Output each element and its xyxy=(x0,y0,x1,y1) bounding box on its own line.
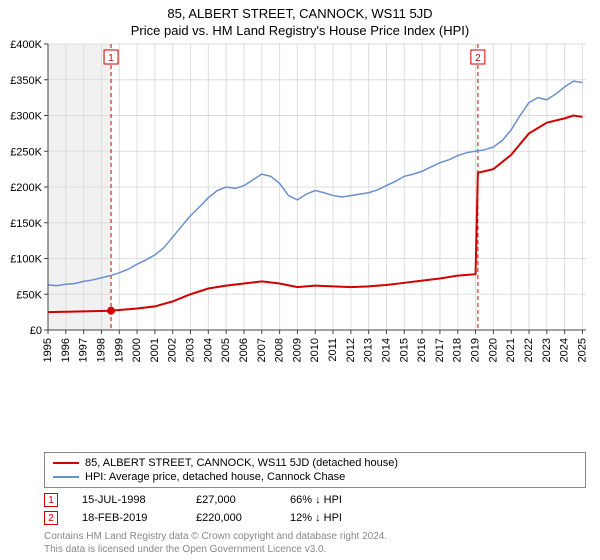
svg-text:£50K: £50K xyxy=(16,289,42,301)
svg-text:£400K: £400K xyxy=(10,40,42,51)
svg-text:2005: 2005 xyxy=(220,338,232,362)
svg-text:2015: 2015 xyxy=(398,338,410,362)
price-chart: 1 2 £0 £50K £100K £150K £200K £250K £300K £350K £4… xyxy=(0,40,600,370)
sale-price: £220,000 xyxy=(196,512,266,524)
svg-text:1: 1 xyxy=(108,53,114,64)
svg-text:2008: 2008 xyxy=(274,338,286,362)
svg-text:2007: 2007 xyxy=(256,338,268,362)
sale-marker-icon: 2 xyxy=(44,511,58,525)
svg-text:2013: 2013 xyxy=(363,338,375,362)
svg-text:1999: 1999 xyxy=(113,338,125,362)
svg-text:2023: 2023 xyxy=(541,338,553,362)
svg-text:£150K: £150K xyxy=(10,218,42,230)
footer: Contains HM Land Registry data © Crown c… xyxy=(44,530,586,556)
sale-date: 15-JUL-1998 xyxy=(82,494,172,506)
legend-label: 85, ALBERT STREET, CANNOCK, WS11 5JD (de… xyxy=(85,457,398,469)
sale-row: 1 15-JUL-1998 £27,000 66% ↓ HPI xyxy=(44,491,586,509)
chart-area: 1 2 £0 £50K £100K £150K £200K £250K £300K £350K £4… xyxy=(0,40,600,449)
svg-text:1998: 1998 xyxy=(95,338,107,362)
svg-text:2000: 2000 xyxy=(131,338,143,362)
svg-text:2011: 2011 xyxy=(327,338,339,362)
svg-text:£250K: £250K xyxy=(10,146,42,158)
svg-text:2021: 2021 xyxy=(505,338,517,362)
svg-text:2020: 2020 xyxy=(487,338,499,362)
svg-text:£300K: £300K xyxy=(10,111,42,123)
svg-text:2022: 2022 xyxy=(523,338,535,362)
svg-text:2003: 2003 xyxy=(185,338,197,362)
svg-text:2012: 2012 xyxy=(345,338,357,362)
svg-text:1997: 1997 xyxy=(78,338,90,362)
svg-text:£200K: £200K xyxy=(10,182,42,194)
sale-delta: 12% ↓ HPI xyxy=(290,512,370,524)
legend-swatch xyxy=(53,462,79,464)
svg-text:1995: 1995 xyxy=(42,338,54,362)
svg-text:2018: 2018 xyxy=(452,338,464,362)
svg-text:2014: 2014 xyxy=(380,338,392,362)
svg-text:£100K: £100K xyxy=(10,254,42,266)
svg-text:2010: 2010 xyxy=(309,338,321,362)
svg-text:2024: 2024 xyxy=(559,338,571,362)
svg-text:£0: £0 xyxy=(30,325,42,337)
svg-text:2009: 2009 xyxy=(291,338,303,362)
footer-line: This data is licensed under the Open Gov… xyxy=(44,543,586,556)
sales-list: 1 15-JUL-1998 £27,000 66% ↓ HPI 2 18-FEB… xyxy=(44,491,586,527)
svg-text:2017: 2017 xyxy=(434,338,446,362)
legend-label: HPI: Average price, detached house, Cann… xyxy=(85,471,345,483)
svg-text:2025: 2025 xyxy=(576,338,588,362)
svg-text:1996: 1996 xyxy=(60,338,72,362)
legend-swatch xyxy=(53,476,79,478)
chart-subtitle: Price paid vs. HM Land Registry's House … xyxy=(0,23,600,38)
legend-item: HPI: Average price, detached house, Cann… xyxy=(53,470,577,484)
svg-text:2016: 2016 xyxy=(416,338,428,362)
legend: 85, ALBERT STREET, CANNOCK, WS11 5JD (de… xyxy=(44,452,586,488)
sale-date: 18-FEB-2019 xyxy=(82,512,172,524)
svg-text:2019: 2019 xyxy=(470,338,482,362)
svg-text:£350K: £350K xyxy=(10,75,42,87)
svg-text:2006: 2006 xyxy=(238,338,250,362)
sale-delta: 66% ↓ HPI xyxy=(290,494,370,506)
sale-price: £27,000 xyxy=(196,494,266,506)
footer-line: Contains HM Land Registry data © Crown c… xyxy=(44,530,586,543)
svg-text:2002: 2002 xyxy=(167,338,179,362)
legend-item: 85, ALBERT STREET, CANNOCK, WS11 5JD (de… xyxy=(53,456,577,470)
svg-text:2004: 2004 xyxy=(202,338,214,362)
svg-text:2: 2 xyxy=(475,53,481,64)
sale-marker-icon: 1 xyxy=(44,493,58,507)
sale-row: 2 18-FEB-2019 £220,000 12% ↓ HPI xyxy=(44,509,586,527)
address-title: 85, ALBERT STREET, CANNOCK, WS11 5JD xyxy=(0,6,600,21)
svg-text:2001: 2001 xyxy=(149,338,161,362)
